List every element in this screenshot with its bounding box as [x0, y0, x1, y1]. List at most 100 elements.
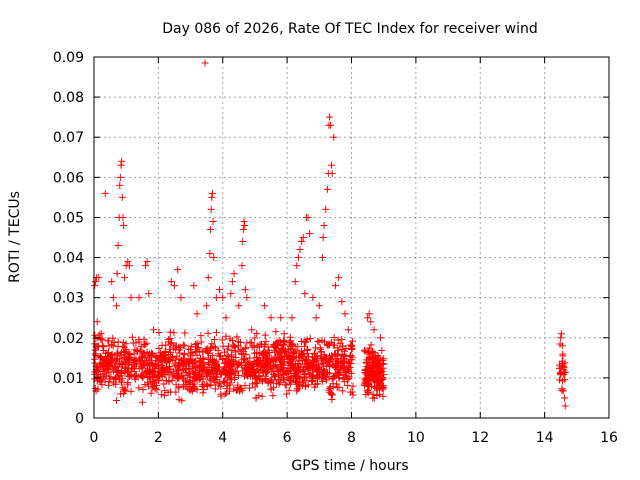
data-point [123, 368, 131, 376]
data-point [174, 365, 182, 373]
data-point [289, 375, 297, 383]
data-point [186, 386, 194, 394]
data-point [264, 343, 272, 351]
data-point [104, 353, 112, 361]
data-point [265, 348, 273, 356]
data-point [253, 330, 261, 338]
data-point [323, 376, 331, 384]
data-point [259, 361, 267, 369]
data-point [344, 382, 352, 390]
data-point [323, 185, 331, 193]
data-point [241, 382, 249, 390]
data-point [245, 359, 253, 367]
data-point [158, 361, 166, 369]
data-point [330, 373, 338, 381]
data-point [160, 350, 168, 358]
data-point [111, 375, 119, 383]
data-point [243, 294, 251, 302]
data-point [290, 369, 298, 377]
data-point [98, 336, 106, 344]
data-point [220, 378, 228, 386]
data-point [206, 250, 214, 258]
data-point [557, 369, 565, 377]
data-point [230, 385, 238, 393]
data-point [99, 367, 107, 375]
data-point [270, 342, 278, 350]
data-point [166, 354, 174, 362]
data-point [250, 341, 258, 349]
data-point [316, 344, 324, 352]
data-point [374, 351, 382, 359]
data-point [201, 59, 209, 67]
data-point [129, 339, 137, 347]
data-point [559, 377, 567, 385]
data-point [179, 341, 187, 349]
data-point [207, 205, 215, 213]
data-point [233, 367, 241, 375]
y-tick-label: 0.01 [53, 371, 84, 387]
data-point [269, 392, 277, 400]
data-point [373, 392, 381, 400]
data-point [141, 340, 149, 348]
data-point [298, 352, 306, 360]
data-point [138, 398, 146, 406]
data-point [210, 342, 218, 350]
data-point [310, 349, 318, 357]
data-point [241, 344, 249, 352]
data-point [262, 338, 270, 346]
data-point [378, 368, 386, 376]
data-point [272, 328, 280, 336]
data-point [241, 221, 249, 229]
data-point [190, 282, 198, 290]
data-point [255, 392, 263, 400]
data-point [193, 310, 201, 318]
data-point [274, 364, 282, 372]
data-point [117, 161, 125, 169]
data-point [234, 381, 242, 389]
data-point [219, 342, 227, 350]
y-tick-label: 0 [75, 411, 84, 427]
data-point [347, 341, 355, 349]
data-point [143, 356, 151, 364]
data-point [312, 314, 320, 322]
data-point [149, 372, 157, 380]
data-point [108, 341, 116, 349]
x-tick-label: 14 [536, 430, 554, 446]
data-point [139, 386, 147, 394]
data-point [226, 379, 234, 387]
data-point [313, 380, 321, 388]
data-point [317, 348, 325, 356]
data-point [365, 365, 373, 373]
data-point [230, 360, 238, 368]
data-point [303, 355, 311, 363]
data-point [235, 302, 243, 310]
data-point [228, 278, 236, 286]
data-point [280, 337, 288, 345]
data-point [230, 376, 238, 384]
data-point [328, 169, 336, 177]
data-point [305, 362, 313, 370]
data-point [147, 359, 155, 367]
data-point [211, 385, 219, 393]
data-point [226, 387, 234, 395]
data-point [345, 368, 353, 376]
data-point [192, 363, 200, 371]
data-point [329, 380, 337, 388]
data-point [148, 350, 156, 358]
data-point [345, 358, 353, 366]
data-point [169, 367, 177, 375]
data-point [220, 348, 228, 356]
data-point [165, 377, 173, 385]
data-point [556, 376, 564, 384]
data-point [286, 333, 294, 341]
data-point [315, 302, 323, 310]
data-point [246, 354, 254, 362]
data-point [124, 379, 132, 387]
data-point [346, 359, 354, 367]
data-point [173, 374, 181, 382]
data-point [126, 354, 134, 362]
data-point [216, 352, 224, 360]
data-point [280, 353, 288, 361]
data-point [242, 365, 250, 373]
x-tick-label: 8 [347, 430, 356, 446]
